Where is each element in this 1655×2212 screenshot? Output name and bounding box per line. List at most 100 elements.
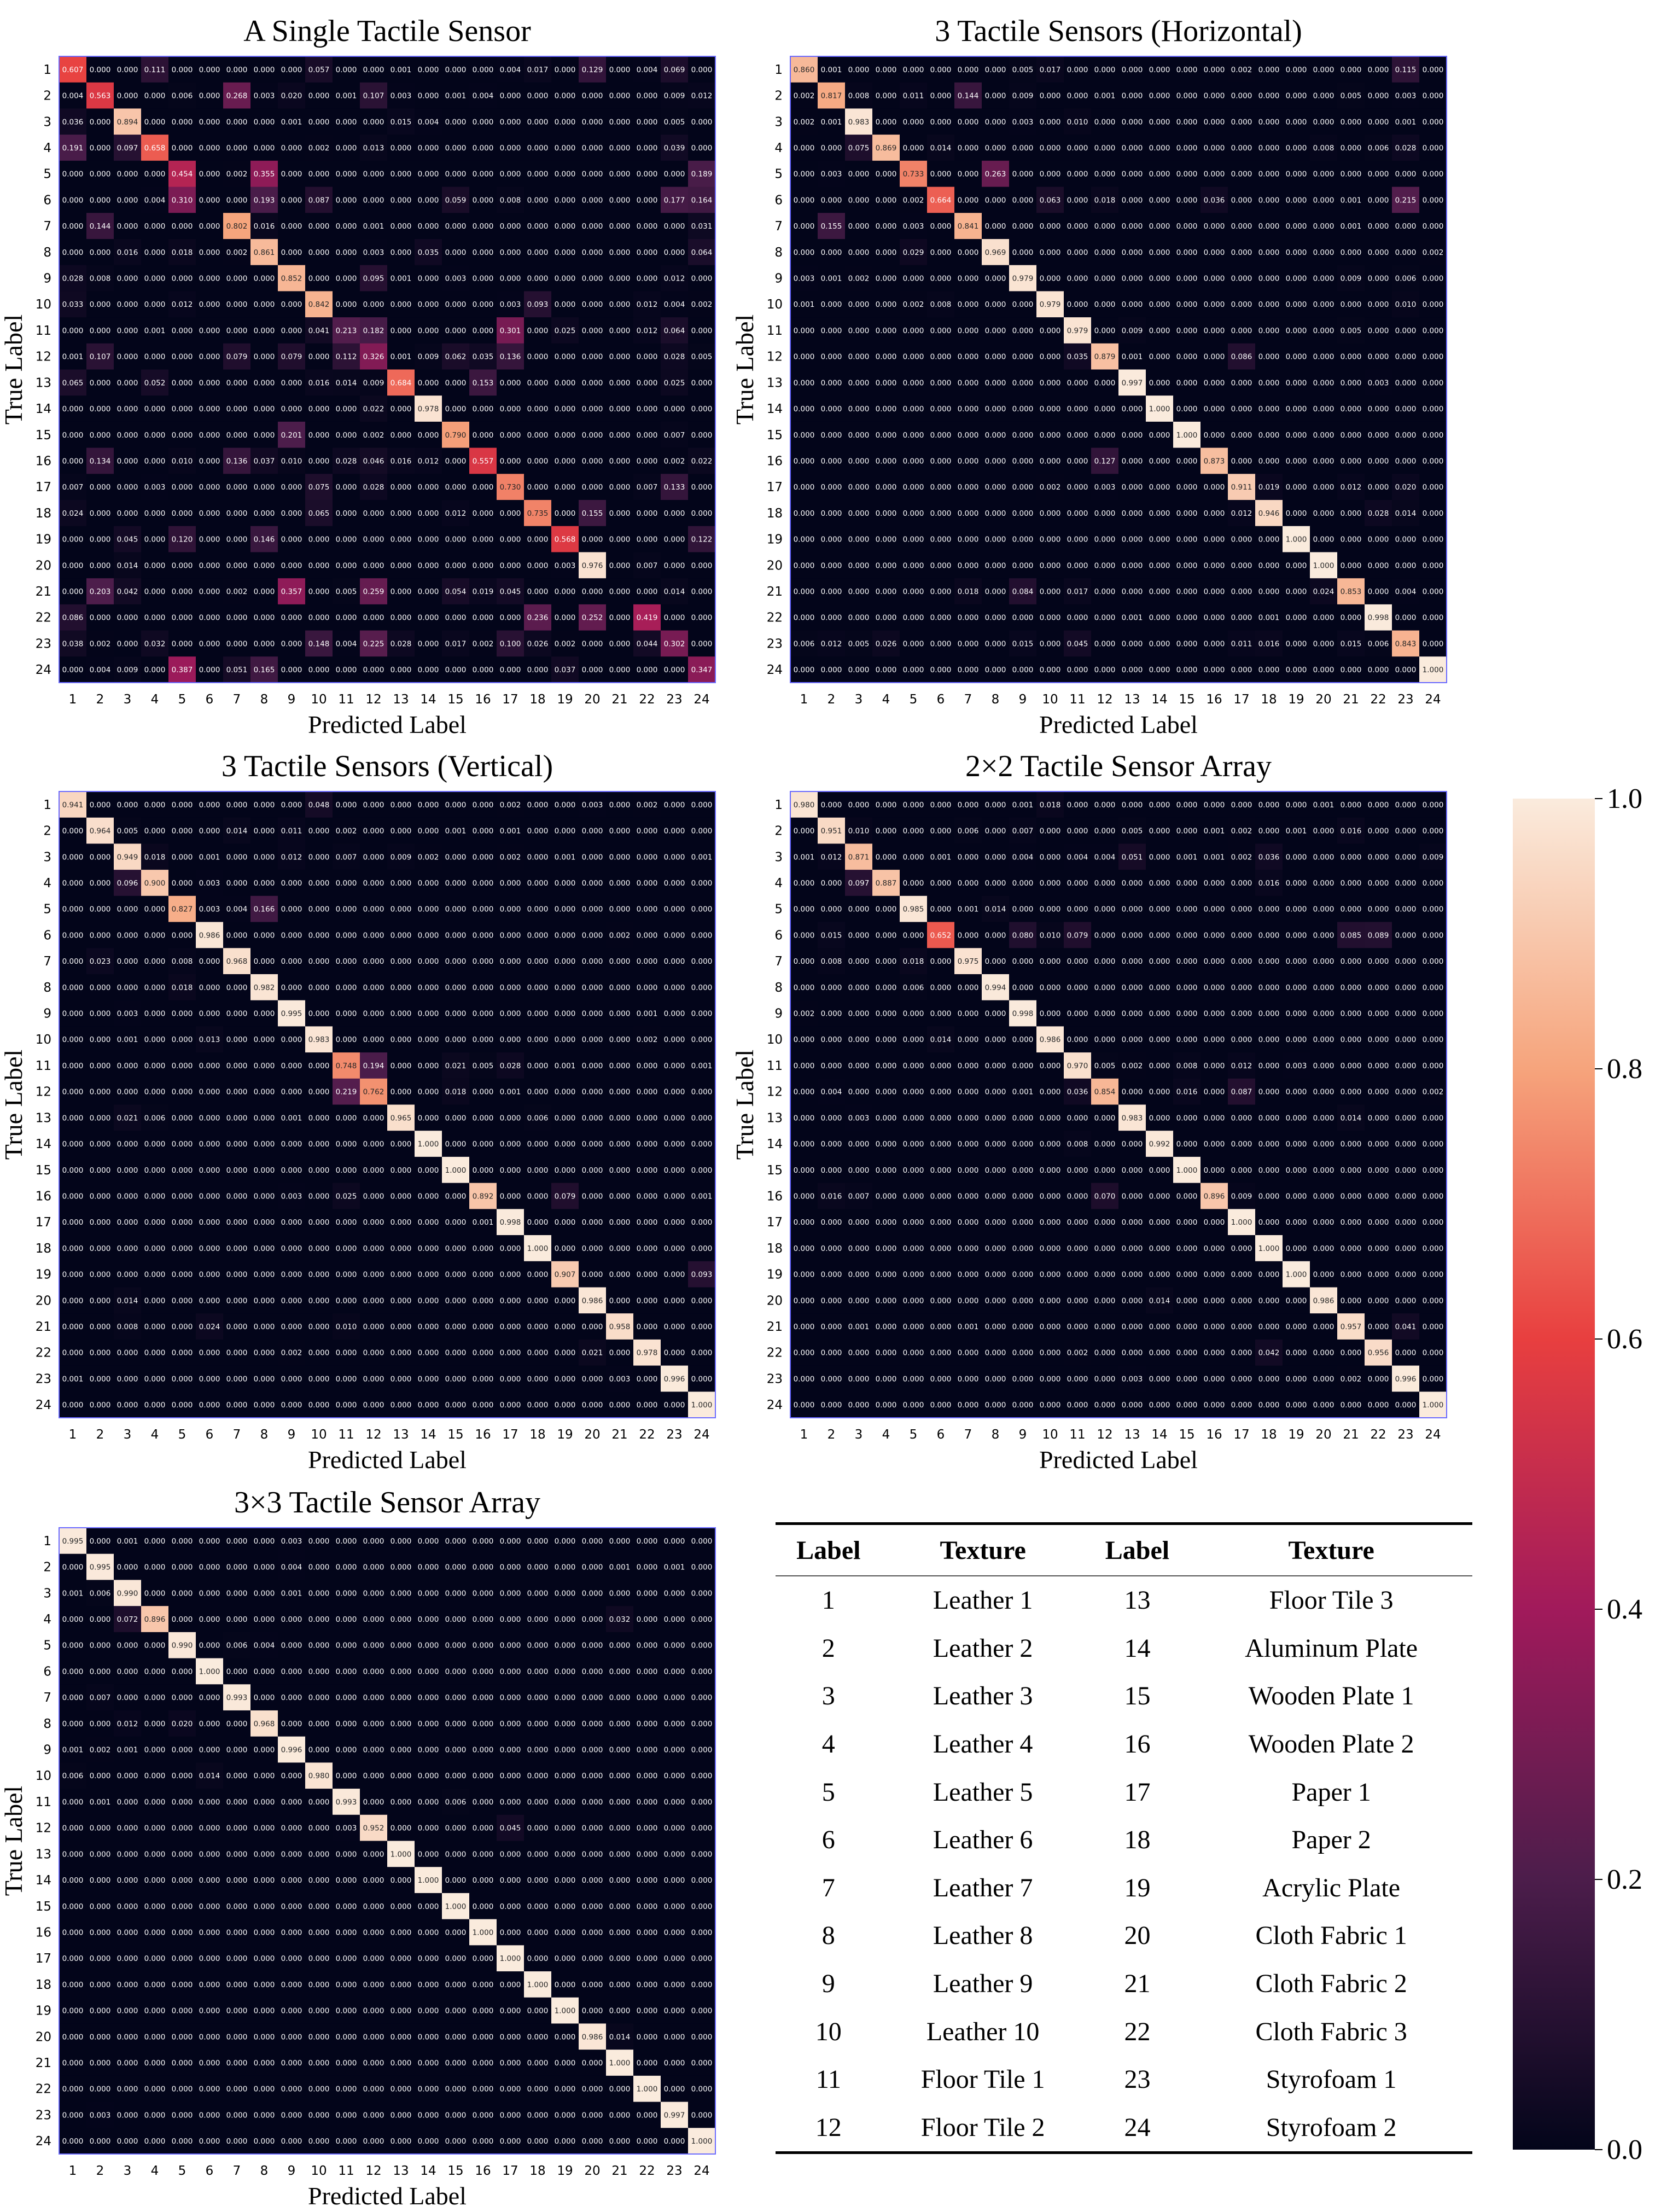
heatmap-cell-value: 0.017 — [1040, 66, 1061, 74]
heatmap-cell — [524, 56, 552, 83]
heatmap-cell-value: 0.000 — [363, 931, 384, 940]
heatmap-cell-value: 0.000 — [582, 931, 603, 940]
heatmap-cell-value: 0.000 — [637, 1296, 658, 1305]
heatmap-cell-value: 0.000 — [473, 1401, 494, 1410]
heatmap-cell-value: 0.000 — [90, 1035, 111, 1044]
heatmap-cell — [278, 108, 306, 135]
x-tick-label: 15 — [1179, 692, 1194, 707]
heatmap-cell-value: 0.000 — [582, 1062, 603, 1070]
heatmap-cell-value: 0.000 — [876, 1323, 897, 1331]
heatmap-cell-value: 0.000 — [1258, 196, 1280, 205]
heatmap-cell-value: 0.001 — [1094, 92, 1116, 101]
heatmap-cell-value: 0.000 — [637, 1323, 658, 1331]
heatmap-cell-value: 0.000 — [1368, 853, 1389, 861]
heatmap-cell-value: 0.000 — [527, 1401, 549, 1410]
heatmap-cell-value: 0.026 — [876, 639, 897, 648]
heatmap-cell — [141, 108, 169, 135]
heatmap-cell-value: 0.000 — [336, 144, 357, 153]
heatmap-cell — [333, 82, 360, 109]
heatmap-cell-value: 0.000 — [903, 275, 924, 283]
heatmap-cell-value: 0.000 — [172, 1140, 193, 1149]
x-tick-label: 5 — [178, 692, 187, 707]
heatmap-cell-value: 0.000 — [1040, 379, 1061, 387]
heatmap-cell-value: 0.000 — [821, 1271, 842, 1279]
heatmap-cell-value: 0.000 — [199, 327, 220, 335]
heatmap-cell-value: 0.000 — [527, 483, 549, 492]
heatmap-cell-value: 0.000 — [90, 483, 111, 492]
x-tick-label: 14 — [1151, 692, 1167, 707]
x-tick-label: 4 — [882, 1428, 890, 1442]
heatmap-cell-value: 0.004 — [500, 66, 521, 74]
heatmap-cell-value: 0.000 — [144, 1218, 166, 1227]
heatmap-cell-value: 0.000 — [199, 353, 220, 362]
heatmap-cell-value: 0.000 — [1122, 931, 1143, 940]
heatmap-cell-value: 0.000 — [1094, 587, 1116, 596]
heatmap-cell-value: 0.000 — [1341, 509, 1362, 518]
heatmap-cell-value: 0.000 — [582, 1563, 603, 1572]
heatmap-cell-value: 0.000 — [117, 1088, 138, 1097]
heatmap-cell-value: 0.000 — [794, 431, 815, 440]
heatmap-cell-value: 0.000 — [1040, 92, 1061, 101]
heatmap-cell-value: 0.000 — [1012, 983, 1034, 992]
heatmap-cell-value: 0.000 — [62, 222, 84, 231]
heatmap-cell-value: 0.000 — [876, 931, 897, 940]
y-tick-label: 15 — [767, 1163, 783, 1178]
heatmap-cell-value: 0.000 — [254, 1589, 275, 1598]
heatmap-cell — [333, 108, 360, 135]
heatmap-cell-value: 0.000 — [958, 801, 979, 810]
heatmap-cell-value: 0.000 — [664, 827, 685, 836]
heatmap-cell-value: 0.000 — [226, 639, 248, 648]
heatmap-cell-value: 0.004 — [418, 118, 439, 126]
heatmap-cell — [250, 160, 278, 188]
heatmap-cell-value: 0.000 — [609, 1401, 631, 1410]
heatmap-cell-value: 0.000 — [172, 639, 193, 648]
heatmap-cell — [223, 135, 251, 161]
heatmap-cell-value: 0.000 — [144, 1010, 166, 1018]
heatmap-cell-value: 0.000 — [254, 1166, 275, 1175]
heatmap-cell-value: 0.000 — [1395, 1349, 1417, 1358]
heatmap-cell-value: 0.000 — [555, 170, 576, 179]
heatmap-cell-value: 0.000 — [1176, 1401, 1198, 1410]
heatmap-cell-value: 0.001 — [281, 118, 302, 126]
heatmap-cell-value: 0.000 — [1368, 587, 1389, 596]
heatmap-cell-value: 0.001 — [1012, 801, 1034, 810]
heatmap-cell-value: 0.000 — [172, 1114, 193, 1122]
heatmap-cell-value: 0.000 — [281, 905, 302, 914]
heatmap-cell-value: 0.000 — [117, 1401, 138, 1410]
heatmap-cell-value: 0.003 — [555, 561, 576, 570]
heatmap-cell-value: 0.000 — [308, 1401, 330, 1410]
heatmap-cell-value: 0.000 — [691, 827, 713, 836]
heatmap-cell-value: 0.000 — [254, 118, 275, 126]
heatmap-cell-value: 0.000 — [1423, 1010, 1444, 1018]
heatmap-cell-value: 0.000 — [226, 483, 248, 492]
heatmap-cell-value: 0.000 — [1313, 879, 1335, 888]
heatmap-cell-value: 0.000 — [473, 327, 494, 335]
y-tick-label: 23 — [36, 637, 51, 651]
heatmap-cell-value: 0.000 — [90, 1088, 111, 1097]
heatmap-cell-value: 0.000 — [1176, 170, 1198, 179]
heatmap-cell-value: 0.000 — [582, 879, 603, 888]
heatmap-cell-value: 0.000 — [473, 1349, 494, 1358]
heatmap-cell-value: 0.000 — [958, 483, 979, 492]
heatmap-cell-value: 0.000 — [582, 275, 603, 283]
heatmap-cell-value: 0.000 — [1094, 248, 1116, 257]
heatmap-cell-value: 0.000 — [308, 666, 330, 674]
heatmap-cell-value: 0.000 — [1122, 1401, 1143, 1410]
heatmap-cell-value: 0.000 — [199, 275, 220, 283]
heatmap-cell-value: 0.006 — [794, 639, 815, 648]
heatmap-cell-value: 0.000 — [418, 1166, 439, 1175]
heatmap-cell-value: 0.000 — [1012, 353, 1034, 362]
heatmap-cell-value: 0.000 — [958, 457, 979, 465]
heatmap-cell-value: 0.000 — [1368, 275, 1389, 283]
heatmap-cell-value: 0.005 — [1341, 92, 1362, 101]
heatmap-cell-value: 0.000 — [144, 1088, 166, 1097]
heatmap-cell-value: 0.000 — [848, 931, 870, 940]
heatmap-cell-value: 0.000 — [794, 666, 815, 674]
heatmap-cell-value: 0.064 — [691, 248, 713, 257]
heatmap-cell-value: 0.002 — [1231, 853, 1252, 861]
heatmap-cell-value: 0.896 — [1204, 1192, 1225, 1201]
heatmap-cell-value: 0.107 — [90, 353, 111, 362]
heatmap-cell-value: 0.000 — [226, 118, 248, 126]
heatmap-cell-value: 0.000 — [637, 1088, 658, 1097]
heatmap-cell-value: 0.941 — [62, 801, 84, 810]
